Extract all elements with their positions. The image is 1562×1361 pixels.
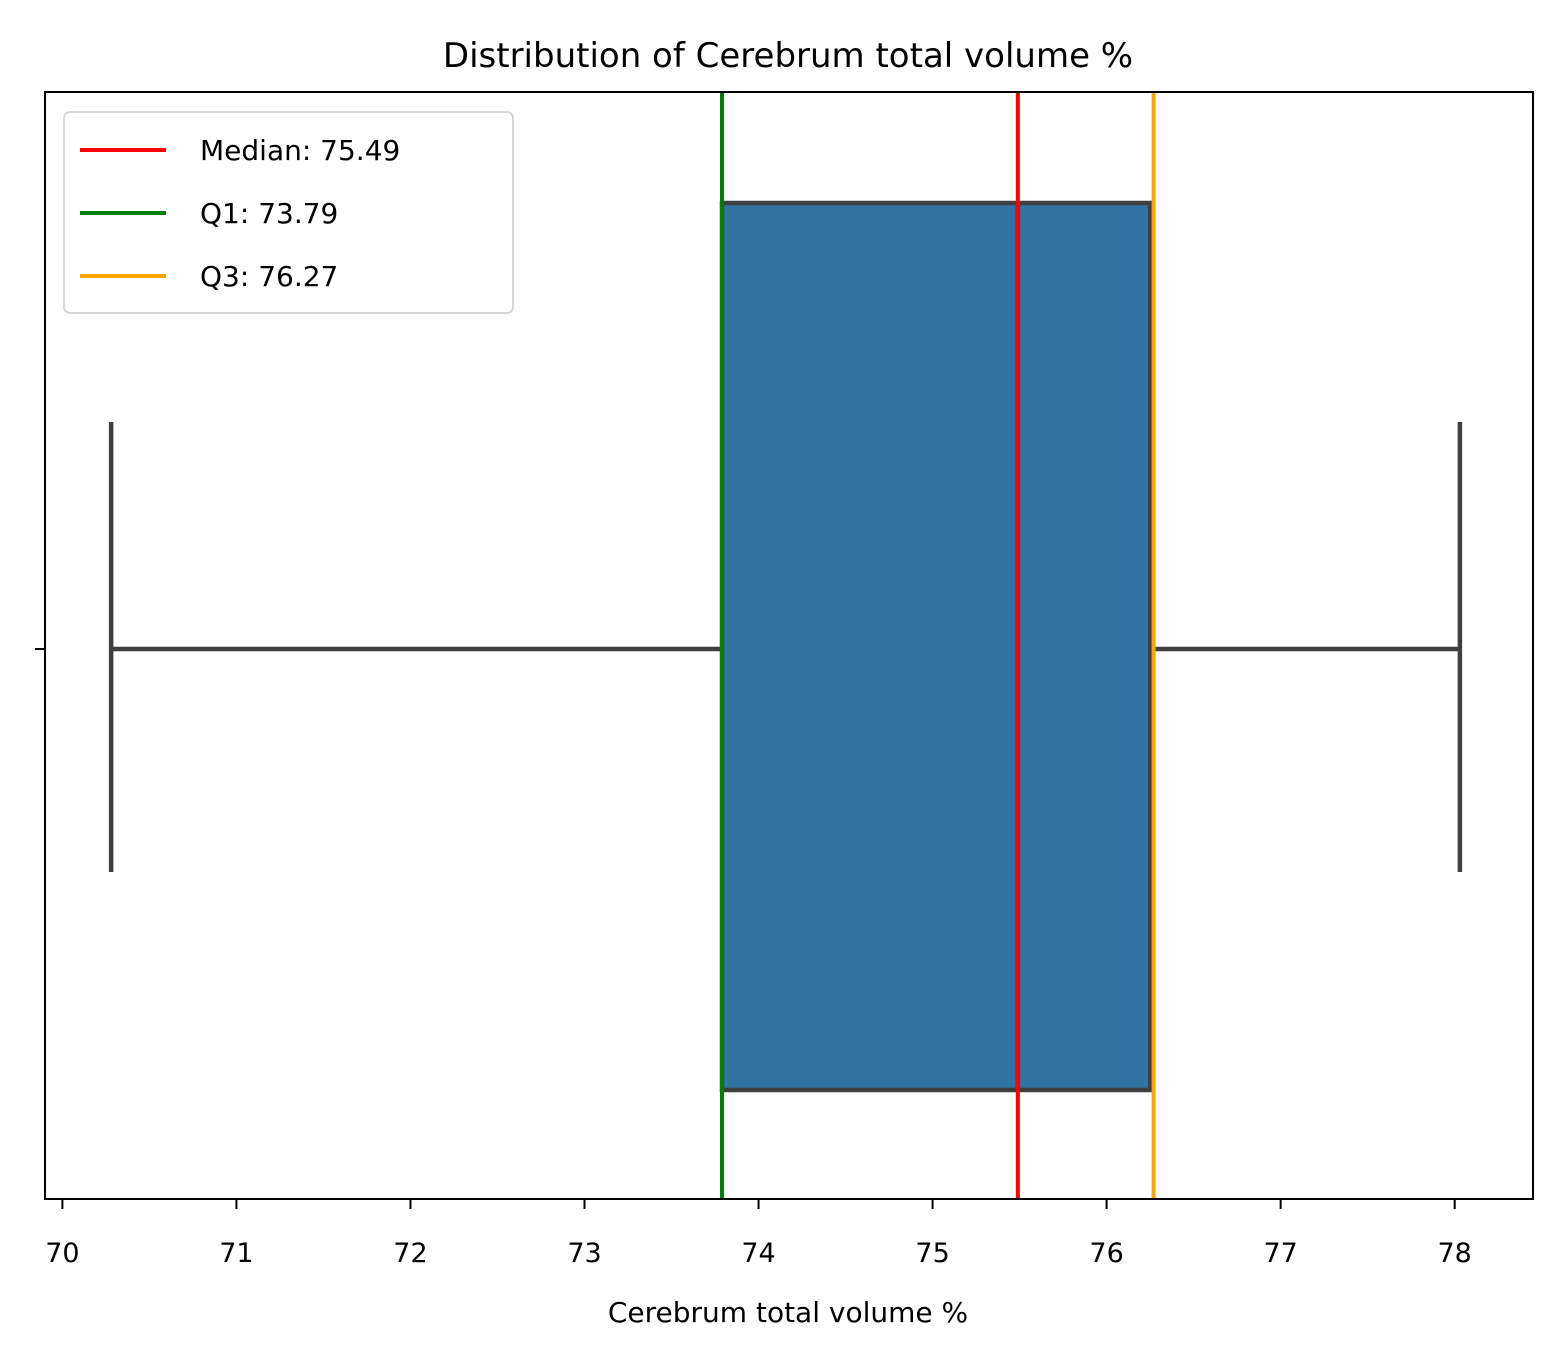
x-axis: 70 71 72 73 74 75 76 77 78 xyxy=(45,1199,1472,1269)
reference-lines xyxy=(719,92,1156,1199)
x-tick-label: 77 xyxy=(1263,1238,1297,1269)
x-tick-label: 70 xyxy=(45,1238,79,1269)
x-tick-label: 75 xyxy=(915,1238,949,1269)
chart-title: Distribution of Cerebrum total volume % xyxy=(443,36,1133,76)
legend-label-3: Q3: 76.27 xyxy=(200,260,338,293)
legend-label-1: Median: 75.49 xyxy=(200,134,400,167)
legend-label-2: Q1: 73.79 xyxy=(200,197,338,230)
x-tick-label: 71 xyxy=(219,1238,253,1269)
legend: Median: 75.49 Q1: 73.79 Q3: 76.27 xyxy=(63,111,514,314)
legend-frame xyxy=(63,111,514,314)
x-tick-label: 76 xyxy=(1089,1238,1123,1269)
plot-border xyxy=(44,91,1534,1200)
x-tick-label: 73 xyxy=(567,1238,601,1269)
x-tick-label: 72 xyxy=(393,1238,427,1269)
x-tick-label: 74 xyxy=(741,1238,775,1269)
x-tick-label: 78 xyxy=(1438,1238,1472,1269)
iqr-box xyxy=(719,200,1153,1093)
x-axis-label: Cerebrum total volume % xyxy=(608,1296,968,1329)
